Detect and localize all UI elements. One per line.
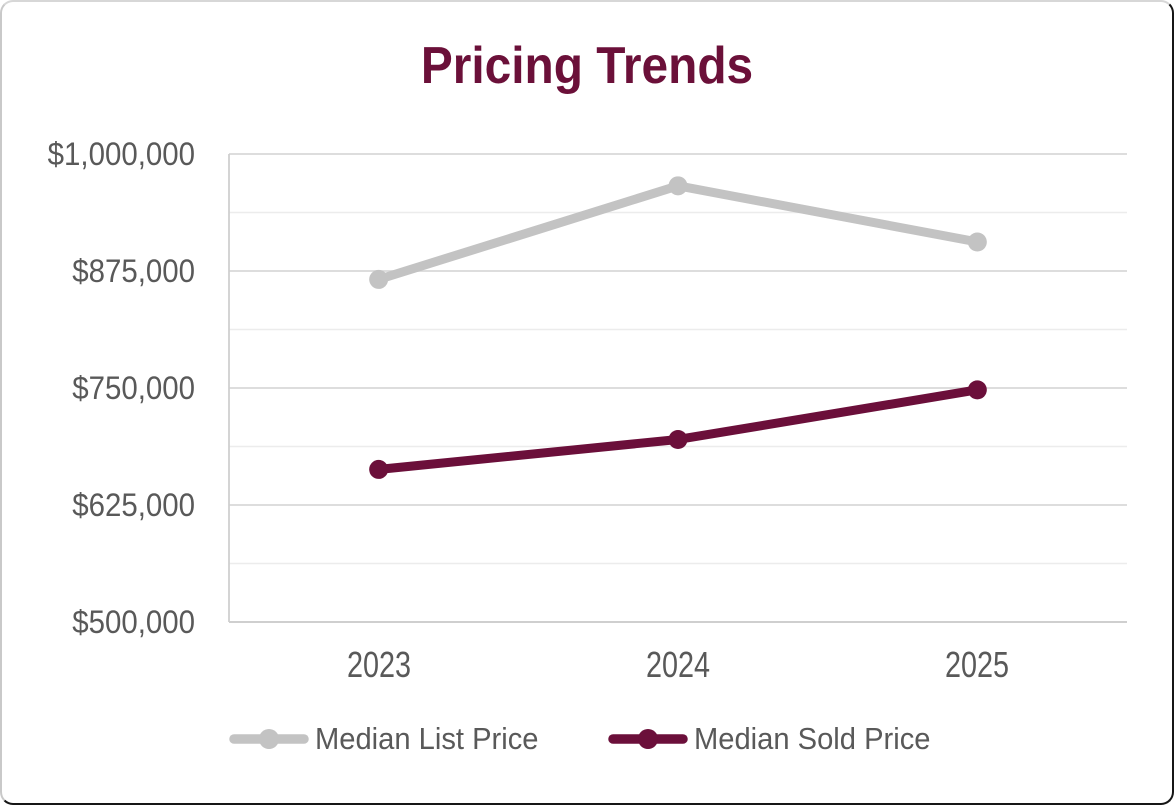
- chart-title: Pricing Trends: [420, 37, 754, 95]
- series-line-median-list-price: [374, 181, 982, 284]
- chart-legend: Median List Price Median Sold Price: [2, 714, 1172, 764]
- data-point: [668, 176, 688, 196]
- legend-label: Median List Price: [315, 721, 539, 756]
- x-tick-label: 2023: [346, 644, 411, 685]
- legend-line-marker-icon: [229, 729, 310, 749]
- legend-marker-dot: [259, 729, 280, 749]
- data-point: [967, 380, 987, 400]
- legend-label: Median Sold Price: [694, 721, 931, 756]
- y-tick-label: $875,000: [72, 253, 195, 289]
- y-tick-label: $1,000,000: [47, 136, 195, 172]
- data-point: [369, 269, 389, 289]
- data-point: [967, 232, 987, 252]
- y-tick-label: $625,000: [72, 487, 195, 523]
- data-point: [668, 429, 688, 449]
- legend-item: Median Sold Price: [607, 722, 946, 756]
- y-tick-label: $750,000: [72, 370, 195, 406]
- data-point: [369, 459, 389, 479]
- legend-marker-dot: [638, 729, 659, 749]
- y-tick-label: $500,000: [72, 604, 195, 640]
- legend-line-marker-icon: [608, 729, 688, 749]
- series-line-median-sold-price: [374, 385, 982, 474]
- x-tick-label: 2024: [645, 644, 711, 685]
- x-tick-label: 2025: [945, 644, 1010, 685]
- legend-item: Median List Price: [228, 722, 553, 756]
